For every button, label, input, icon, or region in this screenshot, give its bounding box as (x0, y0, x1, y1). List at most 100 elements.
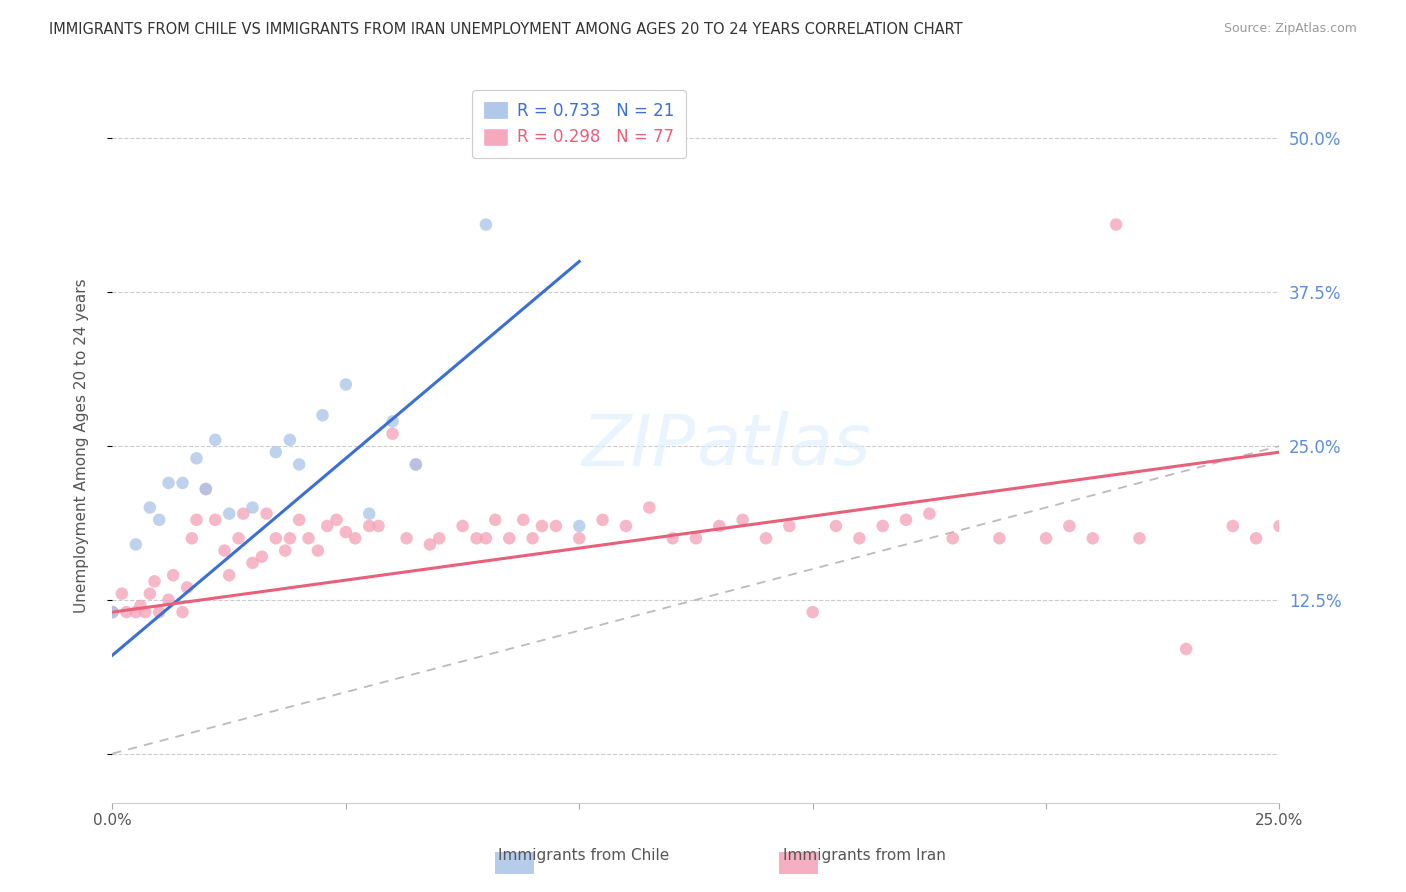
Point (139, 500, 162, 515)
Point (218, 568, 240, 582)
Point (278, 531, 301, 545)
Point (359, 507, 381, 521)
Point (186, 513, 208, 527)
Point (1081, 531, 1104, 545)
Text: IMMIGRANTS FROM CHILE VS IMMIGRANTS FROM IRAN UNEMPLOYMENT AMONG AGES 20 TO 24 Y: IMMIGRANTS FROM CHILE VS IMMIGRANTS FROM… (49, 22, 963, 37)
Point (143, 574, 166, 589)
Text: Immigrants from Chile: Immigrants from Chile (498, 848, 669, 863)
Point (731, 513, 754, 527)
Point (172, 475, 194, 490)
Point (1222, 519, 1244, 533)
Point (522, 531, 544, 545)
Point (661, 531, 683, 545)
Point (427, 531, 450, 545)
Text: ZIP: ZIP (582, 411, 696, 481)
Point (592, 513, 614, 527)
Point (228, 531, 250, 545)
Point (125, 537, 148, 551)
Point (544, 519, 567, 533)
Point (172, 605, 194, 619)
Text: atlas: atlas (696, 411, 870, 481)
Point (256, 507, 278, 521)
Point (176, 581, 198, 595)
Point (359, 519, 381, 533)
Point (278, 433, 301, 447)
Point (419, 537, 441, 551)
Point (894, 513, 917, 527)
Point (129, 599, 152, 613)
Point (297, 531, 319, 545)
Point (988, 531, 1011, 545)
Point (335, 377, 357, 392)
Point (1128, 531, 1150, 545)
Point (148, 513, 170, 527)
Point (685, 531, 707, 545)
Point (157, 475, 180, 490)
Point (942, 531, 965, 545)
Point (125, 605, 148, 619)
Point (274, 543, 297, 558)
Point (242, 500, 264, 515)
Point (344, 531, 367, 545)
Point (1105, 218, 1128, 232)
Point (139, 587, 162, 601)
Point (778, 519, 800, 533)
Point (101, 605, 124, 619)
Point (381, 414, 404, 428)
Point (568, 519, 591, 533)
Point (614, 519, 637, 533)
Point (214, 543, 236, 558)
Point (250, 549, 273, 564)
Point (218, 507, 240, 521)
Point (194, 482, 217, 496)
Point (101, 605, 124, 619)
Point (405, 458, 427, 472)
Point (498, 531, 520, 545)
Point (568, 531, 591, 545)
Point (111, 587, 134, 601)
Point (755, 531, 778, 545)
Point (872, 519, 894, 533)
Point (801, 605, 824, 619)
Point (475, 531, 498, 545)
Point (1035, 531, 1057, 545)
Point (115, 605, 138, 619)
Point (157, 592, 180, 607)
Point (381, 426, 404, 441)
Point (204, 433, 226, 447)
Point (335, 525, 357, 540)
Point (186, 451, 208, 466)
Y-axis label: Unemployment Among Ages 20 to 24 years: Unemployment Among Ages 20 to 24 years (75, 278, 89, 614)
Point (530, 519, 553, 533)
Point (232, 507, 254, 521)
Point (918, 507, 941, 521)
Point (162, 568, 184, 582)
Point (242, 556, 264, 570)
Point (264, 531, 287, 545)
Point (316, 519, 339, 533)
Point (451, 519, 474, 533)
Text: Source: ZipAtlas.com: Source: ZipAtlas.com (1223, 22, 1357, 36)
Text: Immigrants from Iran: Immigrants from Iran (783, 848, 946, 863)
Point (148, 605, 170, 619)
Point (367, 519, 389, 533)
Point (1244, 531, 1267, 545)
Point (1175, 642, 1198, 657)
Point (194, 482, 217, 496)
Point (848, 531, 870, 545)
Point (512, 513, 534, 527)
Point (264, 445, 287, 459)
Point (180, 531, 202, 545)
Point (311, 409, 333, 423)
Point (709, 519, 731, 533)
Point (1268, 519, 1291, 533)
Point (307, 543, 329, 558)
Legend: R = 0.733   N = 21, R = 0.298   N = 77: R = 0.733 N = 21, R = 0.298 N = 77 (472, 90, 686, 158)
Point (465, 531, 488, 545)
Point (405, 458, 427, 472)
Point (475, 218, 498, 232)
Point (204, 513, 226, 527)
Point (1059, 519, 1081, 533)
Point (484, 513, 506, 527)
Point (638, 500, 661, 515)
